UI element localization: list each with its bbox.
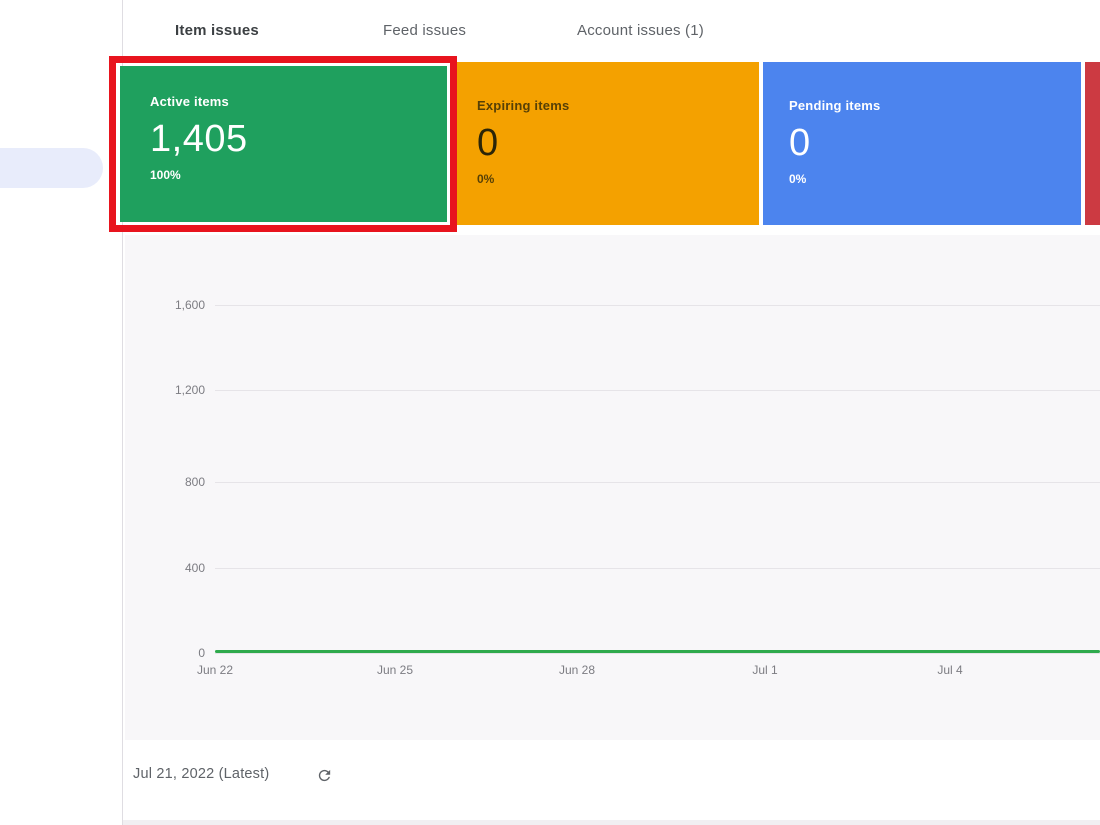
tab-account-issues[interactable]: Account issues (1): [577, 22, 704, 39]
card-pending-items-percent: 0%: [789, 172, 807, 186]
content-left-divider: [122, 0, 123, 825]
tab-feed-issues[interactable]: Feed issues: [383, 22, 467, 39]
gridline: [215, 305, 1100, 306]
card-pending-items[interactable]: Pending items 0 0%: [763, 62, 1081, 225]
y-axis-tick: 1,200: [174, 383, 205, 397]
x-axis-tick: Jul 1: [752, 663, 778, 677]
gridline: [215, 390, 1100, 391]
x-axis-tick: Jul 4: [937, 663, 963, 677]
x-axis-tick: Jun 28: [558, 663, 596, 677]
refresh-icon: [318, 769, 331, 781]
x-axis-tick: Jun 25: [376, 663, 414, 677]
y-axis-tick: 0: [198, 646, 205, 660]
y-axis-tick: 1,600: [174, 298, 205, 312]
sidebar-selected-item-highlight[interactable]: [0, 148, 103, 188]
gridline: [215, 568, 1100, 569]
x-axis-tick: Jun 22: [196, 663, 234, 677]
card-active-items-percent: 100%: [150, 168, 181, 182]
y-axis-tick: 800: [184, 475, 205, 489]
items-trend-chart: 1,600 1,200 800 400 0 Jun 22 Jun 25 Jun …: [125, 235, 1100, 740]
refresh-button[interactable]: [316, 765, 336, 785]
data-freshness-date: Jul 21, 2022 (Latest): [133, 766, 270, 782]
gridline: [215, 653, 1100, 654]
card-expiring-items-value: 0: [477, 122, 499, 164]
card-active-items[interactable]: Active items 1,405 100%: [120, 66, 447, 222]
card-pending-items-value: 0: [789, 122, 811, 164]
card-active-items-title: Active items: [150, 94, 229, 109]
next-section-edge: [122, 820, 1100, 825]
gridline: [215, 482, 1100, 483]
card-expiring-items-title: Expiring items: [477, 98, 570, 113]
card-pending-items-title: Pending items: [789, 98, 881, 113]
card-clipped-right[interactable]: [1085, 62, 1100, 225]
y-axis-tick: 400: [184, 561, 205, 575]
card-expiring-items-percent: 0%: [477, 172, 495, 186]
tab-item-issues[interactable]: Item issues: [175, 22, 259, 39]
card-active-items-value: 1,405: [150, 118, 248, 160]
card-expiring-items[interactable]: Expiring items 0 0%: [451, 62, 759, 225]
active-items-series-line: [215, 650, 1100, 653]
